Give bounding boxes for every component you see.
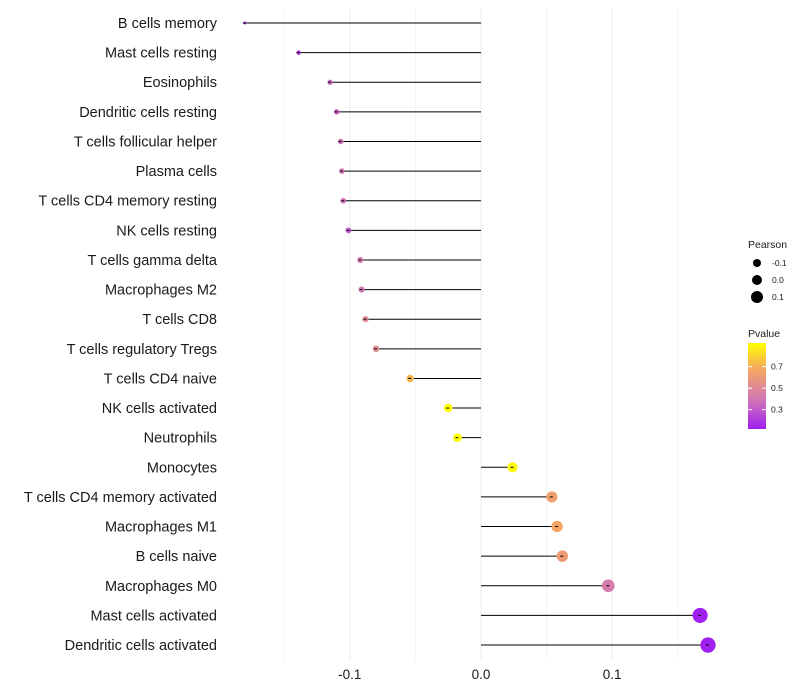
size-legend-label: -0.1 (772, 258, 787, 268)
points (242, 21, 716, 653)
x-tick-label: -0.1 (338, 667, 361, 682)
color-legend: Pvalue 0.7 0.5 0.3 (748, 328, 783, 429)
category-label: T cells gamma delta (88, 253, 218, 269)
category-label: Eosinophils (143, 75, 217, 91)
category-label: NK cells resting (116, 223, 217, 239)
category-label: T cells regulatory Tregs (67, 342, 217, 358)
size-legend-label: 0.1 (772, 292, 784, 302)
category-label: Mast cells resting (105, 46, 217, 62)
category-label: Dendritic cells activated (65, 638, 217, 654)
category-label: Macrophages M1 (105, 520, 217, 536)
category-label: T cells follicular helper (74, 134, 217, 150)
stems (244, 22, 708, 646)
size-legend-marker (753, 259, 761, 267)
category-label: T cells CD4 memory activated (24, 490, 217, 506)
category-label: NK cells activated (102, 401, 217, 417)
size-legend: Pearson -0.1 0.0 0.1 (748, 239, 787, 303)
category-label: T cells CD8 (142, 312, 217, 328)
x-tick-label: 0.0 (472, 667, 491, 682)
category-label: B cells memory (118, 16, 218, 32)
category-label: B cells naive (136, 549, 217, 565)
category-label: T cells CD4 memory resting (38, 194, 217, 210)
colorbar-tick-label: 0.3 (771, 405, 783, 415)
colorbar-tick-label: 0.7 (771, 362, 783, 372)
color-legend-title: Pvalue (748, 328, 780, 340)
colorbar (748, 343, 766, 429)
category-label: Macrophages M2 (105, 283, 217, 299)
colorbar-tick-label: 0.5 (771, 383, 783, 393)
category-label: Plasma cells (136, 164, 217, 180)
category-label: T cells CD4 naive (104, 371, 217, 387)
category-label: Neutrophils (144, 431, 217, 447)
x-tick-label: 0.1 (603, 667, 622, 682)
y-axis-labels: B cells memory Mast cells resting Eosinoph… (24, 16, 218, 654)
gridlines (283, 8, 679, 660)
x-axis-ticks: -0.1 0.0 0.1 (338, 667, 621, 682)
size-legend-title: Pearson (748, 239, 787, 251)
category-label: Mast cells activated (90, 608, 217, 624)
category-label: Monocytes (147, 460, 217, 476)
size-legend-label: 0.0 (772, 275, 784, 285)
size-legend-marker (752, 275, 762, 285)
category-label: Dendritic cells resting (79, 105, 217, 121)
size-legend-marker (751, 291, 763, 303)
category-label: Macrophages M0 (105, 579, 217, 595)
